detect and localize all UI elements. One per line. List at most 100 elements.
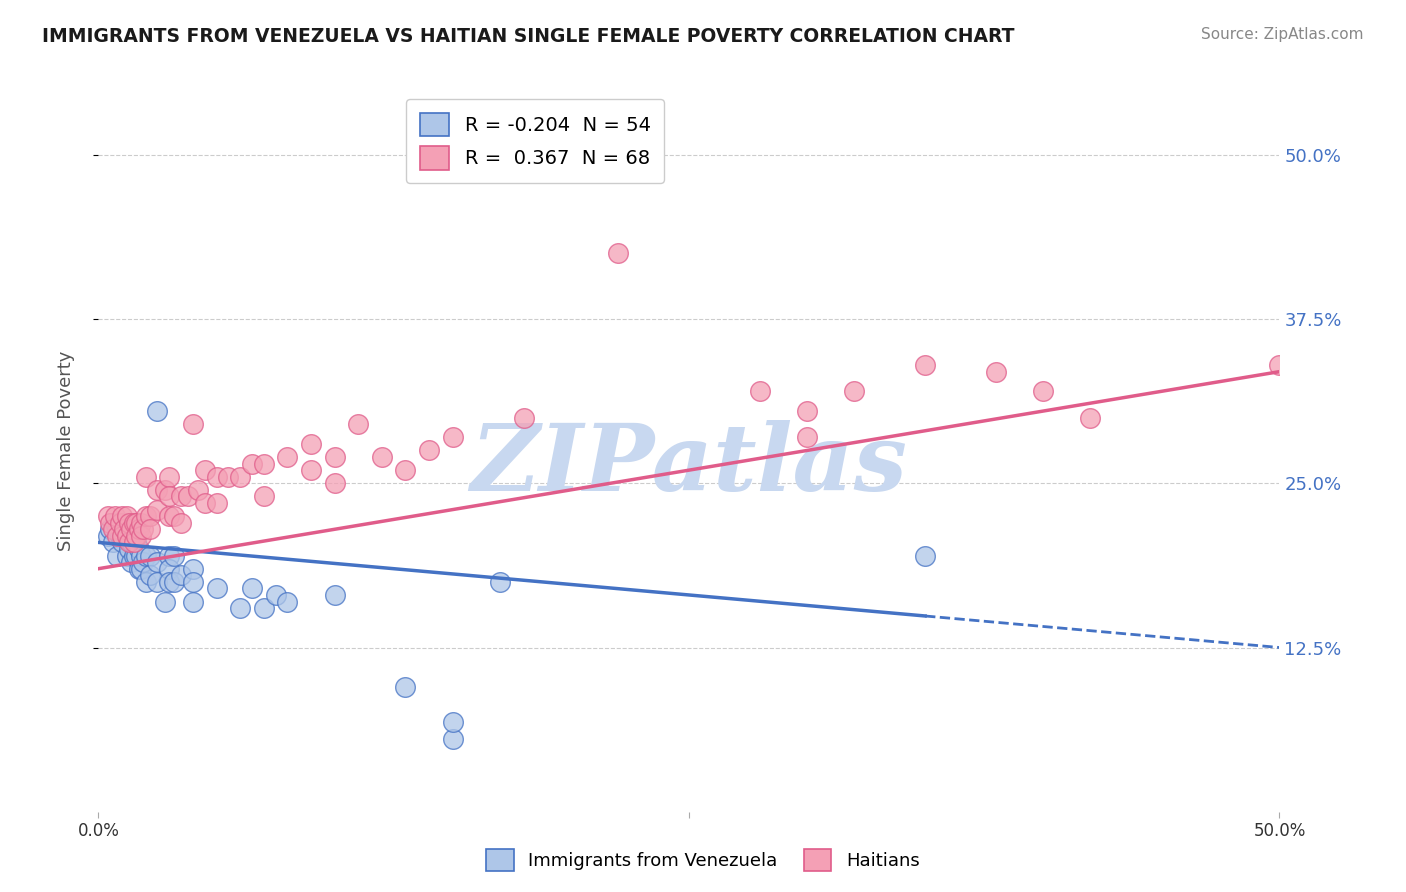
Point bbox=[157, 549, 180, 563]
Point bbox=[97, 509, 120, 524]
Point bbox=[104, 509, 127, 524]
Point bbox=[128, 541, 150, 556]
Point bbox=[111, 535, 134, 549]
Point bbox=[394, 463, 416, 477]
Point bbox=[129, 562, 152, 576]
Point bbox=[153, 594, 176, 608]
Point bbox=[512, 410, 534, 425]
Point bbox=[118, 522, 141, 536]
Point bbox=[101, 522, 124, 536]
Point bbox=[157, 490, 180, 504]
Point bbox=[125, 516, 148, 530]
Point bbox=[121, 535, 143, 549]
Point bbox=[111, 516, 134, 530]
Point bbox=[129, 516, 152, 530]
Point bbox=[984, 365, 1007, 379]
Point bbox=[128, 522, 150, 536]
Point bbox=[276, 450, 298, 464]
Point bbox=[177, 490, 200, 504]
Point bbox=[181, 594, 204, 608]
Point bbox=[108, 516, 131, 530]
Point bbox=[118, 535, 141, 549]
Point bbox=[323, 476, 346, 491]
Point bbox=[132, 555, 155, 569]
Point bbox=[157, 562, 180, 576]
Point bbox=[253, 490, 276, 504]
Point bbox=[146, 404, 169, 418]
Point bbox=[157, 509, 180, 524]
Point bbox=[111, 529, 134, 543]
Point bbox=[108, 529, 131, 543]
Point bbox=[299, 463, 322, 477]
Point bbox=[240, 582, 263, 596]
Point bbox=[441, 715, 464, 730]
Point bbox=[489, 574, 512, 589]
Point bbox=[194, 496, 217, 510]
Point bbox=[129, 529, 152, 543]
Point bbox=[181, 417, 204, 432]
Point bbox=[146, 483, 169, 497]
Point bbox=[299, 437, 322, 451]
Point bbox=[153, 483, 176, 497]
Point bbox=[146, 502, 169, 516]
Y-axis label: Single Female Poverty: Single Female Poverty bbox=[56, 351, 75, 550]
Point bbox=[135, 469, 157, 483]
Point bbox=[128, 562, 150, 576]
Point bbox=[371, 450, 394, 464]
Point bbox=[125, 535, 148, 549]
Point bbox=[1032, 384, 1054, 399]
Point bbox=[135, 509, 157, 524]
Legend: Immigrants from Venezuela, Haitians: Immigrants from Venezuela, Haitians bbox=[479, 842, 927, 879]
Point bbox=[914, 549, 936, 563]
Point bbox=[394, 680, 416, 694]
Point bbox=[253, 457, 276, 471]
Point bbox=[205, 582, 228, 596]
Point bbox=[796, 430, 818, 444]
Point bbox=[607, 246, 630, 260]
Point bbox=[240, 457, 263, 471]
Point bbox=[441, 430, 464, 444]
Point bbox=[135, 574, 157, 589]
Point bbox=[129, 549, 152, 563]
Point bbox=[98, 522, 121, 536]
Point bbox=[118, 541, 141, 556]
Point bbox=[181, 574, 204, 589]
Text: Source: ZipAtlas.com: Source: ZipAtlas.com bbox=[1201, 27, 1364, 42]
Point bbox=[115, 509, 138, 524]
Point bbox=[115, 549, 138, 563]
Point bbox=[157, 574, 180, 589]
Text: IMMIGRANTS FROM VENEZUELA VS HAITIAN SINGLE FEMALE POVERTY CORRELATION CHART: IMMIGRANTS FROM VENEZUELA VS HAITIAN SIN… bbox=[42, 27, 1015, 45]
Point bbox=[187, 483, 209, 497]
Point bbox=[170, 516, 193, 530]
Point bbox=[347, 417, 370, 432]
Point bbox=[112, 522, 135, 536]
Point bbox=[115, 529, 138, 543]
Point bbox=[1080, 410, 1102, 425]
Point bbox=[105, 522, 128, 536]
Point bbox=[121, 555, 143, 569]
Point bbox=[253, 601, 276, 615]
Point bbox=[163, 549, 186, 563]
Point bbox=[111, 509, 134, 524]
Point bbox=[122, 535, 145, 549]
Point bbox=[796, 404, 818, 418]
Point bbox=[205, 496, 228, 510]
Point bbox=[170, 490, 193, 504]
Text: ZIPatlas: ZIPatlas bbox=[471, 420, 907, 510]
Point bbox=[122, 549, 145, 563]
Point bbox=[264, 588, 287, 602]
Point bbox=[112, 522, 135, 536]
Point bbox=[139, 568, 162, 582]
Point bbox=[844, 384, 866, 399]
Point bbox=[163, 509, 186, 524]
Point bbox=[217, 469, 239, 483]
Point bbox=[105, 549, 128, 563]
Point bbox=[139, 522, 162, 536]
Point bbox=[125, 529, 148, 543]
Point bbox=[115, 529, 138, 543]
Point bbox=[98, 516, 121, 530]
Point bbox=[121, 522, 143, 536]
Point bbox=[118, 516, 141, 530]
Point bbox=[229, 469, 252, 483]
Point bbox=[97, 529, 120, 543]
